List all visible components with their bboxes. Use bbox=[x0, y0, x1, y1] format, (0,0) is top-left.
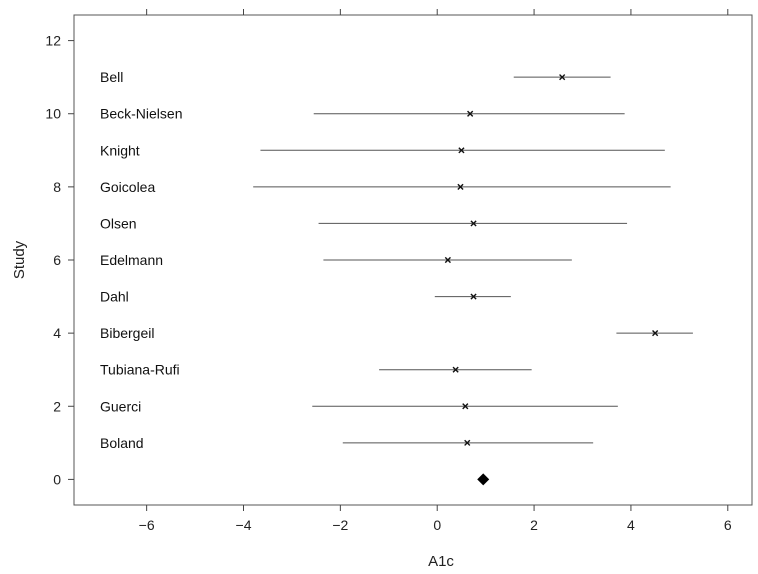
x-tick-label: 6 bbox=[724, 517, 732, 533]
point-estimate bbox=[470, 220, 477, 227]
point-estimate bbox=[457, 183, 464, 190]
study-label: Boland bbox=[100, 435, 144, 451]
point-estimate-stroke bbox=[470, 293, 477, 300]
study-label: Dahl bbox=[100, 289, 129, 305]
y-tick-label: 6 bbox=[53, 252, 61, 268]
y-tick-label: 10 bbox=[45, 106, 61, 122]
point-estimate-stroke bbox=[444, 256, 451, 264]
study-label: Guerci bbox=[100, 398, 141, 414]
study-label: Edelmann bbox=[100, 252, 163, 268]
study-label: Beck-Nielsen bbox=[100, 106, 182, 122]
x-tick-label: 4 bbox=[627, 517, 635, 533]
plot-marks: Bell Beck-Nielsen Knight Goicolea Olsen Edelm… bbox=[100, 69, 693, 486]
study-label: Knight bbox=[100, 142, 140, 158]
x-tick-label: −6 bbox=[139, 517, 155, 533]
study-label: Olsen bbox=[100, 215, 137, 231]
point-estimate-stroke bbox=[464, 439, 471, 446]
point-estimate-stroke bbox=[467, 110, 474, 117]
study-label: Tubiana-Rufi bbox=[100, 362, 180, 378]
study-label: Bibergeil bbox=[100, 325, 154, 341]
x-axis-title: A1c bbox=[428, 553, 454, 570]
study-label: Bell bbox=[100, 69, 123, 85]
y-axis-title: Study bbox=[11, 240, 28, 279]
x-tick-label: 0 bbox=[433, 517, 441, 533]
point-estimate bbox=[458, 147, 465, 154]
x-tick-label: −4 bbox=[236, 517, 252, 533]
point-estimate-stroke bbox=[457, 183, 464, 190]
y-tick-label: 4 bbox=[53, 325, 61, 341]
point-estimate bbox=[462, 403, 469, 410]
point-estimate bbox=[467, 110, 474, 117]
summary-diamond bbox=[477, 473, 490, 486]
y-tick-label: 2 bbox=[53, 398, 61, 414]
point-estimate bbox=[444, 256, 451, 264]
study-label: Goicolea bbox=[100, 179, 155, 195]
y-tick-label: 8 bbox=[53, 179, 61, 195]
point-estimate bbox=[452, 366, 459, 373]
axis-ticks: −6 −4 −2 0 2 4 6 0 2 4 6 8 10 12 bbox=[45, 9, 732, 533]
point-estimate-stroke bbox=[462, 403, 469, 410]
point-estimate-stroke bbox=[559, 74, 566, 81]
y-tick-label: 0 bbox=[53, 471, 61, 487]
point-estimate bbox=[652, 330, 659, 337]
y-tick-label: 12 bbox=[45, 33, 61, 49]
point-estimate bbox=[559, 74, 566, 81]
point-estimate bbox=[464, 439, 471, 446]
x-tick-label: −2 bbox=[332, 517, 348, 533]
point-estimate bbox=[470, 293, 477, 300]
point-estimate-stroke bbox=[652, 330, 659, 337]
x-tick-label: 2 bbox=[530, 517, 538, 533]
point-estimate-stroke bbox=[470, 220, 477, 227]
point-estimate-stroke bbox=[452, 366, 459, 373]
point-estimate-stroke bbox=[458, 147, 465, 154]
